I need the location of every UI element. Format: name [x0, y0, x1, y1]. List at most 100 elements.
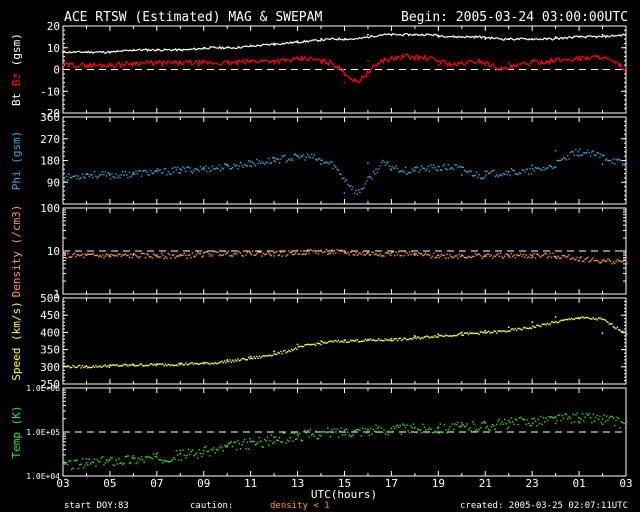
bt-series-datum: [202, 46, 205, 49]
temp-series-point: [571, 422, 573, 424]
speed-series-point: [360, 340, 362, 343]
speed-series-point: [154, 363, 156, 366]
temp-series-point: [79, 464, 81, 466]
temp-series-point: [164, 460, 167, 462]
temp-series-point: [424, 429, 427, 431]
phi-series-point: [443, 163, 446, 166]
phi-series-point: [404, 166, 407, 169]
speed-series-point: [237, 358, 239, 360]
phi-series-point: [412, 170, 415, 172]
density-series-point: [378, 254, 380, 257]
density-series-point: [81, 253, 84, 256]
density-series-point: [131, 257, 133, 259]
phi-series-point: [128, 171, 131, 174]
density-series-point: [139, 255, 141, 258]
temp-series-point: [135, 463, 137, 465]
phi-series-point: [386, 162, 388, 164]
speed-series-point: [122, 365, 124, 367]
density-series-point: [490, 254, 492, 256]
temp-series-point: [545, 417, 547, 419]
temp-series-point: [524, 419, 526, 421]
density-series-point: [176, 255, 179, 257]
phi-series-point: [624, 163, 627, 166]
temp-series-point: [415, 431, 417, 434]
temp-series-point: [404, 426, 407, 429]
phi-series-point: [572, 151, 574, 153]
speed-series-datum: [109, 364, 111, 366]
speed-series-point: [333, 340, 336, 342]
density-series-point: [343, 250, 345, 252]
phi-series-point: [337, 169, 340, 171]
phi-series-point: [159, 169, 161, 171]
speed-series-point: [386, 339, 388, 341]
density-series-point: [454, 255, 456, 257]
temp-series-point: [470, 430, 472, 432]
phi-series-point: [233, 163, 235, 166]
density-series-point: [518, 254, 521, 257]
speed-series-datum: [273, 350, 276, 353]
temp-series-point: [407, 430, 409, 432]
density-series-point: [449, 254, 451, 256]
temp-series-point: [316, 438, 318, 440]
density-series-point: [520, 253, 522, 255]
density-series-point: [414, 252, 416, 255]
temp-series-point: [352, 434, 354, 436]
phi-series-point: [123, 174, 125, 176]
phi-series-point: [198, 170, 200, 173]
density-series-datum: [296, 250, 299, 252]
phi-series-point: [509, 174, 511, 177]
temp-series-point: [300, 439, 302, 441]
speed-series-point: [335, 339, 337, 342]
density-series-point: [603, 259, 605, 261]
temp-series-point: [115, 459, 117, 461]
phi-series-point: [415, 166, 417, 168]
density-series-point: [65, 257, 68, 259]
phi-series-point: [403, 171, 405, 173]
temp-series-point: [478, 428, 480, 431]
speed-series-point: [604, 319, 606, 321]
speed-series-point: [556, 321, 558, 324]
temp-series-point: [127, 455, 129, 457]
temp-series-point: [89, 463, 92, 465]
phi-series-point: [120, 174, 122, 176]
speed-series-point: [278, 352, 281, 354]
density-series-point: [130, 253, 132, 256]
phi-series-point: [462, 166, 464, 168]
phi-series-point: [479, 177, 482, 180]
speed-series-point: [238, 360, 240, 362]
phi-series-point: [69, 177, 72, 179]
density-series-point: [550, 256, 553, 258]
temp-series-point: [473, 423, 475, 425]
density-series-point: [67, 252, 69, 255]
density-series-point: [260, 251, 262, 254]
temp-series-point: [183, 454, 185, 456]
density-series-point: [261, 255, 263, 257]
phi-series-point: [107, 172, 109, 174]
phi-series-point: [361, 188, 364, 190]
phi-series-point: [126, 174, 128, 176]
temp-series-point: [289, 437, 291, 439]
phi-series-point: [416, 167, 419, 169]
density-series-point: [504, 255, 506, 257]
temp-series-point: [474, 430, 476, 432]
phi-series-point: [127, 176, 129, 179]
phi-series-point: [277, 158, 279, 160]
temp-series-point: [71, 468, 73, 471]
phi-series-point: [588, 152, 590, 154]
phi-series-point: [268, 157, 270, 160]
phi-series-point: [223, 163, 226, 165]
temp-series-point: [325, 431, 328, 434]
temp-series-point: [441, 431, 443, 434]
density-series-point: [144, 257, 147, 259]
speed-series-point: [482, 332, 484, 334]
temp-series-point: [297, 435, 299, 437]
speed-series-point: [406, 339, 408, 341]
temp-series-point: [442, 431, 444, 433]
density-series-point: [171, 254, 173, 256]
temp-series-point: [159, 459, 161, 461]
speed-series-point: [68, 365, 70, 368]
speed-series-point: [313, 343, 316, 345]
density-series-point: [494, 255, 496, 257]
temp-series-point: [296, 438, 298, 440]
speed-series-point: [150, 363, 152, 365]
